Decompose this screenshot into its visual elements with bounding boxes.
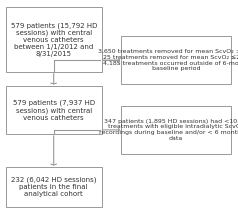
FancyBboxPatch shape xyxy=(6,167,101,207)
Text: 232 (6,042 HD sessions)
patients in the final
analytical cohort: 232 (6,042 HD sessions) patients in the … xyxy=(11,177,96,197)
FancyBboxPatch shape xyxy=(121,36,231,84)
Text: 347 patients (1,895 HD sessions) had <10 HD
treatments with eligible intradialyt: 347 patients (1,895 HD sessions) had <10… xyxy=(99,119,238,141)
FancyBboxPatch shape xyxy=(121,106,231,154)
Text: 579 patients (15,792 HD
sessions) with central
venous catheters
between 1/1/2012: 579 patients (15,792 HD sessions) with c… xyxy=(10,22,97,57)
Text: 579 patients (7,937 HD
sessions) with central
venous catheters: 579 patients (7,937 HD sessions) with ce… xyxy=(13,100,95,121)
FancyBboxPatch shape xyxy=(6,86,101,134)
FancyBboxPatch shape xyxy=(6,7,101,72)
Text: 3,650 treatments removed for mean ScvO₂ >85%
25 treatments removed for mean ScvO: 3,650 treatments removed for mean ScvO₂ … xyxy=(98,49,238,71)
